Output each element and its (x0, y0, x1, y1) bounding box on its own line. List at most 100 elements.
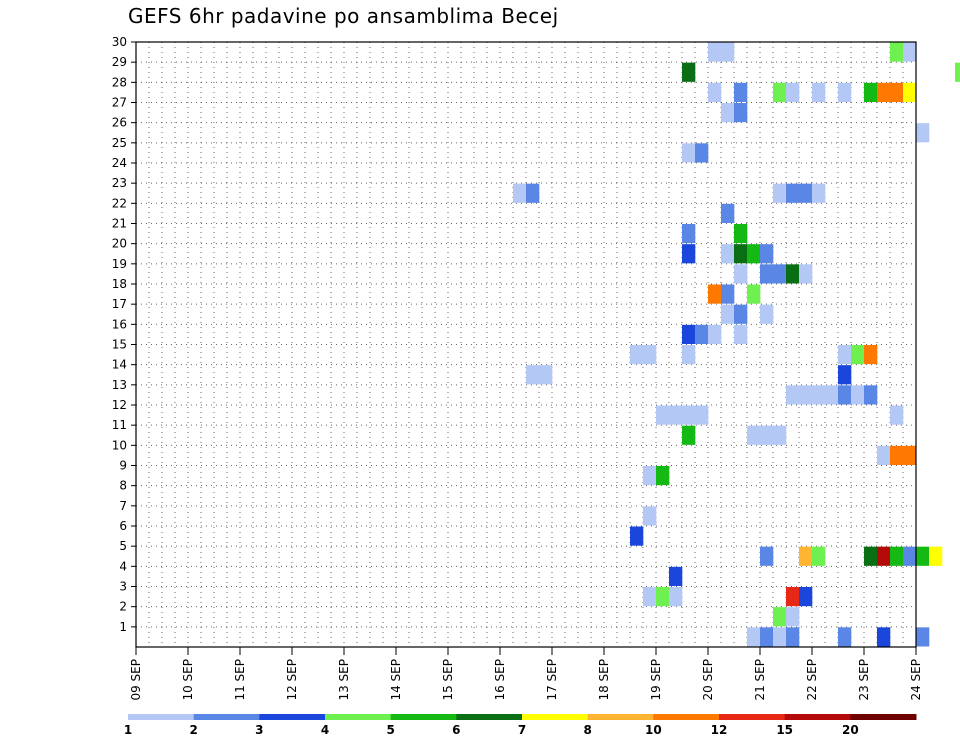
y-tick-label: 3 (119, 580, 127, 594)
y-tick-label: 20 (112, 237, 127, 251)
heatmap-cell (630, 345, 644, 365)
colorbar-swatch (850, 714, 917, 720)
heatmap-cell (695, 143, 709, 163)
x-tick-label: 16 SEP (493, 659, 507, 701)
colorbar-label: 8 (583, 723, 591, 737)
heatmap-cell (695, 405, 709, 425)
heatmap-cell (734, 103, 748, 123)
heatmap-cell (838, 82, 852, 102)
x-tick-label: 10 SEP (181, 659, 195, 701)
heatmap-cell (799, 546, 813, 566)
colorbar-swatch (128, 714, 195, 720)
heatmap-cell (773, 264, 787, 284)
colorbar-label: 12 (711, 723, 728, 737)
y-tick-label: 24 (112, 156, 127, 170)
heatmap-cell (812, 183, 826, 203)
heatmap-cell (643, 345, 657, 365)
heatmap-cell (760, 304, 774, 324)
heatmap-cell (721, 42, 735, 62)
heatmap-cell (695, 324, 709, 344)
heatmap-cell (773, 627, 787, 647)
y-tick-label: 5 (119, 539, 127, 553)
heatmap-cell (890, 445, 904, 465)
heatmap-cell (877, 445, 891, 465)
heatmap-cell (838, 627, 852, 647)
heatmap-cell (786, 385, 800, 405)
heatmap-cell (890, 405, 904, 425)
heatmap-cell (916, 627, 930, 647)
grid-lines (136, 42, 916, 647)
colorbar-swatch (456, 714, 523, 720)
y-tick-label: 29 (112, 55, 127, 69)
y-tick-label: 16 (112, 317, 127, 331)
y-tick-label: 6 (119, 519, 127, 533)
y-tick-label: 23 (112, 176, 127, 190)
y-tick-label: 21 (112, 217, 127, 231)
y-tick-label: 28 (112, 75, 127, 89)
heatmap-cell (786, 82, 800, 102)
x-tick-label: 21 SEP (753, 659, 767, 701)
heatmap-cell (903, 546, 917, 566)
heatmap-cell (799, 587, 813, 607)
heatmap-cell (643, 506, 657, 526)
x-tick-label: 23 SEP (857, 659, 871, 701)
x-tick-label: 09 SEP (129, 659, 143, 701)
colorbar-label: 4 (321, 723, 329, 737)
colorbar-label: 10 (645, 723, 662, 737)
x-tick-label: 13 SEP (337, 659, 351, 701)
heatmap-cell (903, 42, 917, 62)
heatmap-cell (747, 244, 761, 264)
heatmap-cell (721, 103, 735, 123)
heatmap-cell (734, 244, 748, 264)
heatmap-cell (864, 385, 878, 405)
heatmap-cell (851, 385, 865, 405)
y-tick-label: 25 (112, 136, 127, 150)
colorbar-swatch (522, 714, 589, 720)
heatmap-cell (682, 324, 696, 344)
colorbar-swatch (325, 714, 392, 720)
colorbar-label: 1 (124, 723, 132, 737)
y-tick-label: 27 (112, 96, 127, 110)
heatmap-cell (773, 82, 787, 102)
heatmap-cell (708, 82, 722, 102)
heatmap-cell (682, 345, 696, 365)
colorbar-label: 15 (776, 723, 793, 737)
heatmap-cell (812, 82, 826, 102)
y-tick-label: 8 (119, 479, 127, 493)
colorbar-swatch (653, 714, 720, 720)
colorbar-swatch (193, 714, 260, 720)
x-tick-label: 14 SEP (389, 659, 403, 701)
heatmap-cell (682, 62, 696, 82)
heatmap-cell (539, 365, 553, 385)
heatmap-cell (682, 224, 696, 244)
y-tick-label: 4 (119, 559, 127, 573)
y-tick-label: 26 (112, 116, 127, 130)
x-tick-label: 12 SEP (285, 659, 299, 701)
x-tick-label: 11 SEP (233, 659, 247, 701)
heatmap-cell (682, 405, 696, 425)
heatmap-cell (890, 42, 904, 62)
y-tick-label: 12 (112, 398, 127, 412)
heatmap-cell (760, 264, 774, 284)
colorbar-label: 7 (518, 723, 526, 737)
x-tick-label: 17 SEP (545, 659, 559, 701)
heatmap-cell (526, 365, 540, 385)
y-tick-label: 15 (112, 338, 127, 352)
y-tick-label: 18 (112, 277, 127, 291)
x-tick-label: 18 SEP (597, 659, 611, 701)
heatmap-cell (721, 304, 735, 324)
colorbar-label: 20 (842, 723, 859, 737)
chart-title: GEFS 6hr padavine po ansamblima Becej (128, 4, 559, 28)
heatmap-cell (825, 385, 839, 405)
heatmap-cell (643, 587, 657, 607)
heatmap-cell (799, 183, 813, 203)
heatmap-cell (734, 304, 748, 324)
heatmap-cell (760, 546, 774, 566)
heatmap-cell (656, 405, 670, 425)
heatmap-cell (799, 385, 813, 405)
y-tick-label: 11 (112, 418, 127, 432)
colorbar-label: 3 (255, 723, 263, 737)
heatmap-cell (929, 546, 943, 566)
x-tick-label: 24 SEP (909, 659, 923, 701)
